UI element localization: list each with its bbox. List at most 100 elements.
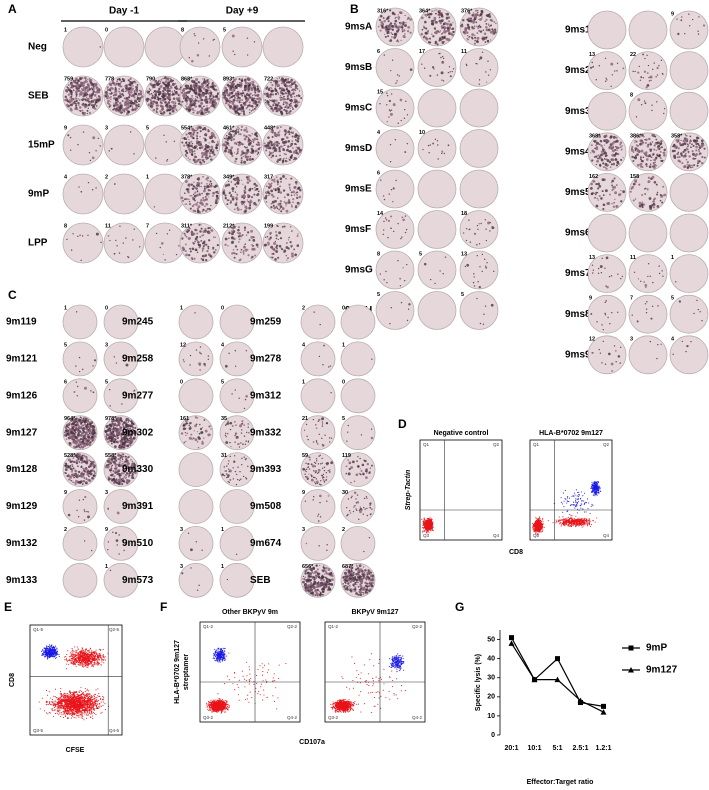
spot: [611, 153, 615, 157]
spot: [203, 105, 205, 108]
spot: [241, 203, 244, 206]
spot: [128, 443, 132, 447]
spot: [118, 110, 121, 113]
spot: [112, 425, 115, 428]
spot: [286, 148, 289, 151]
spot-count: 11: [461, 49, 467, 55]
spot: [83, 434, 86, 438]
spot: [284, 133, 287, 136]
spot: [287, 106, 290, 109]
spot: [292, 108, 294, 110]
spot: [72, 89, 75, 92]
spot: [214, 236, 217, 239]
spot: [155, 232, 158, 235]
spot: [162, 90, 165, 93]
spot: [267, 136, 270, 139]
spot: [240, 159, 243, 162]
spot: [235, 185, 238, 188]
spot: [115, 239, 117, 242]
spot: [169, 105, 172, 109]
spot: [215, 194, 219, 198]
spot-count: 1: [671, 255, 674, 261]
spot: [267, 241, 270, 244]
spot: [68, 428, 71, 431]
spot: [92, 136, 96, 140]
spot: [694, 157, 697, 160]
spot: [612, 162, 616, 166]
spot: [128, 439, 130, 442]
spot: [226, 142, 230, 145]
spot: [681, 16, 683, 18]
spot: [443, 28, 446, 31]
spot: [648, 137, 651, 141]
spot: [598, 156, 601, 158]
spot: [78, 87, 80, 90]
spot: [273, 101, 276, 104]
spot: [642, 77, 645, 79]
spot: [253, 137, 257, 141]
spot: [641, 205, 644, 209]
spot: [692, 145, 694, 147]
spot: [271, 252, 274, 255]
spot: [74, 482, 77, 486]
spot: [188, 198, 190, 200]
spot: [685, 158, 688, 161]
spot: [477, 228, 479, 231]
spot: [66, 238, 68, 241]
spot: [127, 421, 129, 423]
row-label: 9ms9: [565, 349, 591, 360]
spot: [293, 158, 295, 161]
spot: [265, 194, 268, 198]
spot: [110, 101, 112, 103]
spot: [192, 232, 196, 236]
spot: [646, 165, 648, 167]
spot: [599, 139, 603, 143]
spot-count: 11: [630, 255, 636, 261]
well: [459, 291, 499, 330]
spot: [240, 103, 243, 107]
spot: [82, 368, 84, 371]
spot: [464, 265, 467, 268]
spot: [690, 340, 692, 343]
spot: [181, 100, 184, 103]
spot: [392, 200, 394, 203]
spot: [182, 94, 185, 97]
spot: [290, 204, 293, 206]
spot: [231, 240, 235, 244]
spot: [691, 166, 693, 169]
spot: [212, 191, 215, 195]
spot: [616, 146, 619, 150]
spot: [205, 89, 209, 93]
spot: [448, 26, 452, 29]
spot: [189, 108, 192, 111]
spot: [189, 250, 192, 253]
spot: [167, 101, 171, 104]
spot: [251, 196, 253, 199]
spot: [153, 85, 156, 88]
spot: [688, 155, 691, 158]
spot: [87, 428, 90, 431]
spot: [192, 196, 195, 199]
spot: [89, 441, 92, 444]
spot: [86, 99, 89, 102]
spot: [285, 112, 288, 115]
spot: [298, 94, 301, 98]
spot: [91, 427, 95, 431]
spot: [242, 110, 245, 113]
spot: [126, 100, 130, 103]
well: [587, 91, 627, 131]
spot: [124, 78, 126, 80]
spot: [82, 131, 85, 133]
spot: [245, 89, 247, 92]
spot: [223, 143, 225, 145]
well: [62, 173, 104, 215]
spot-count: 759: [64, 76, 73, 82]
spot: [222, 192, 226, 195]
spot: [215, 96, 217, 98]
spot: [279, 150, 281, 153]
spot: [183, 137, 186, 140]
spot: [605, 134, 608, 136]
spot: [656, 145, 659, 149]
spot: [198, 81, 201, 84]
spot: [285, 87, 289, 91]
